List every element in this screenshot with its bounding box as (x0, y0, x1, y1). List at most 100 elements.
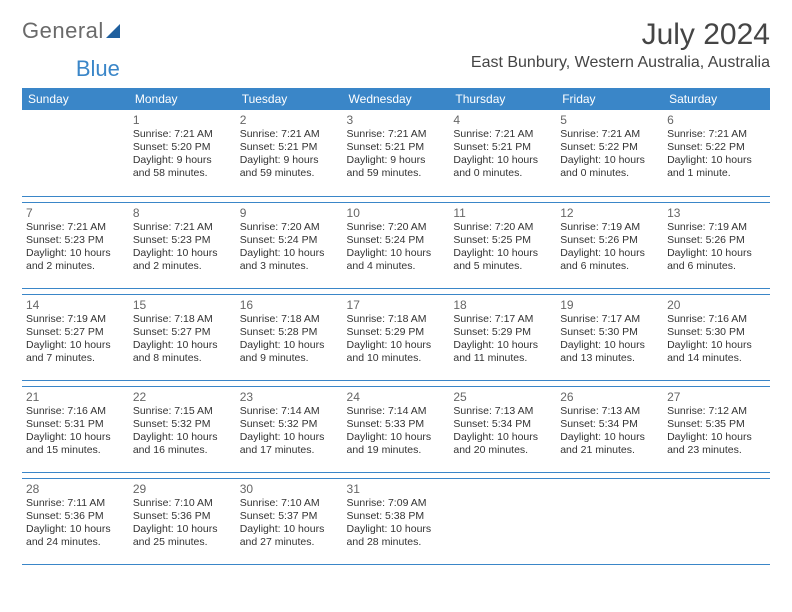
day-number: 14 (26, 298, 125, 312)
cell-sunrise: Sunrise: 7:12 AM (667, 405, 766, 418)
cell-day1: Daylight: 10 hours (453, 339, 552, 352)
calendar-cell: 2Sunrise: 7:21 AMSunset: 5:21 PMDaylight… (236, 110, 343, 196)
cell-day2: and 7 minutes. (26, 352, 125, 365)
cell-sunrise: Sunrise: 7:19 AM (560, 221, 659, 234)
cell-day2: and 19 minutes. (347, 444, 446, 457)
cell-sunset: Sunset: 5:21 PM (347, 141, 446, 154)
location: East Bunbury, Western Australia, Austral… (471, 54, 770, 72)
cell-sunset: Sunset: 5:20 PM (133, 141, 232, 154)
cell-sunrise: Sunrise: 7:21 AM (347, 128, 446, 141)
cell-sunset: Sunset: 5:30 PM (667, 326, 766, 339)
calendar-header-row: SundayMondayTuesdayWednesdayThursdayFrid… (22, 88, 770, 110)
cell-day1: Daylight: 10 hours (26, 431, 125, 444)
cell-day2: and 17 minutes. (240, 444, 339, 457)
logo-text-1: General (22, 18, 104, 44)
day-number: 28 (26, 482, 125, 496)
cell-sunrise: Sunrise: 7:13 AM (453, 405, 552, 418)
cell-day2: and 25 minutes. (133, 536, 232, 549)
cell-sunrise: Sunrise: 7:19 AM (26, 313, 125, 326)
cell-day1: Daylight: 10 hours (133, 339, 232, 352)
cell-day2: and 15 minutes. (26, 444, 125, 457)
day-number: 21 (26, 390, 125, 404)
calendar-cell: 21Sunrise: 7:16 AMSunset: 5:31 PMDayligh… (22, 386, 129, 472)
cell-sunrise: Sunrise: 7:17 AM (453, 313, 552, 326)
day-header: Saturday (663, 88, 770, 110)
day-number: 29 (133, 482, 232, 496)
cell-day2: and 20 minutes. (453, 444, 552, 457)
cell-day2: and 13 minutes. (560, 352, 659, 365)
cell-day2: and 2 minutes. (133, 260, 232, 273)
cell-sunset: Sunset: 5:29 PM (453, 326, 552, 339)
calendar-cell: 11Sunrise: 7:20 AMSunset: 5:25 PMDayligh… (449, 202, 556, 288)
cell-day1: Daylight: 9 hours (240, 154, 339, 167)
day-header: Tuesday (236, 88, 343, 110)
cell-day2: and 5 minutes. (453, 260, 552, 273)
calendar-cell: 19Sunrise: 7:17 AMSunset: 5:30 PMDayligh… (556, 294, 663, 380)
cell-day1: Daylight: 10 hours (133, 247, 232, 260)
day-number: 4 (453, 113, 552, 127)
calendar-cell: 3Sunrise: 7:21 AMSunset: 5:21 PMDaylight… (343, 110, 450, 196)
cell-sunset: Sunset: 5:29 PM (347, 326, 446, 339)
calendar-table: SundayMondayTuesdayWednesdayThursdayFrid… (22, 88, 770, 565)
calendar-cell: 8Sunrise: 7:21 AMSunset: 5:23 PMDaylight… (129, 202, 236, 288)
cell-sunrise: Sunrise: 7:21 AM (240, 128, 339, 141)
day-number: 20 (667, 298, 766, 312)
calendar-week: 1Sunrise: 7:21 AMSunset: 5:20 PMDaylight… (22, 110, 770, 196)
day-number: 16 (240, 298, 339, 312)
cell-day1: Daylight: 10 hours (667, 154, 766, 167)
day-number: 31 (347, 482, 446, 496)
cell-day2: and 2 minutes. (26, 260, 125, 273)
cell-day1: Daylight: 10 hours (667, 431, 766, 444)
calendar-cell (22, 110, 129, 196)
cell-sunrise: Sunrise: 7:21 AM (667, 128, 766, 141)
cell-sunrise: Sunrise: 7:10 AM (133, 497, 232, 510)
day-number: 25 (453, 390, 552, 404)
cell-sunset: Sunset: 5:25 PM (453, 234, 552, 247)
cell-day2: and 6 minutes. (667, 260, 766, 273)
calendar-cell: 9Sunrise: 7:20 AMSunset: 5:24 PMDaylight… (236, 202, 343, 288)
cell-sunrise: Sunrise: 7:21 AM (133, 221, 232, 234)
cell-sunrise: Sunrise: 7:09 AM (347, 497, 446, 510)
cell-sunrise: Sunrise: 7:18 AM (133, 313, 232, 326)
cell-day2: and 59 minutes. (240, 167, 339, 180)
cell-day2: and 24 minutes. (26, 536, 125, 549)
cell-day1: Daylight: 10 hours (560, 339, 659, 352)
day-number: 19 (560, 298, 659, 312)
calendar-cell: 1Sunrise: 7:21 AMSunset: 5:20 PMDaylight… (129, 110, 236, 196)
cell-day1: Daylight: 10 hours (347, 247, 446, 260)
logo: General (22, 18, 120, 44)
day-number: 11 (453, 206, 552, 220)
day-number: 12 (560, 206, 659, 220)
calendar-week: 21Sunrise: 7:16 AMSunset: 5:31 PMDayligh… (22, 386, 770, 472)
cell-sunrise: Sunrise: 7:17 AM (560, 313, 659, 326)
cell-sunset: Sunset: 5:32 PM (133, 418, 232, 431)
calendar-cell: 24Sunrise: 7:14 AMSunset: 5:33 PMDayligh… (343, 386, 450, 472)
cell-day1: Daylight: 10 hours (347, 431, 446, 444)
cell-sunrise: Sunrise: 7:21 AM (560, 128, 659, 141)
day-number: 5 (560, 113, 659, 127)
cell-sunset: Sunset: 5:30 PM (560, 326, 659, 339)
day-header: Sunday (22, 88, 129, 110)
cell-sunrise: Sunrise: 7:14 AM (240, 405, 339, 418)
cell-day2: and 23 minutes. (667, 444, 766, 457)
cell-sunrise: Sunrise: 7:20 AM (240, 221, 339, 234)
calendar-body: 1Sunrise: 7:21 AMSunset: 5:20 PMDaylight… (22, 110, 770, 564)
cell-sunset: Sunset: 5:21 PM (240, 141, 339, 154)
cell-sunset: Sunset: 5:26 PM (667, 234, 766, 247)
day-header: Wednesday (343, 88, 450, 110)
cell-sunset: Sunset: 5:27 PM (133, 326, 232, 339)
calendar-cell: 30Sunrise: 7:10 AMSunset: 5:37 PMDayligh… (236, 478, 343, 564)
cell-day2: and 14 minutes. (667, 352, 766, 365)
month-title: July 2024 (471, 18, 770, 52)
calendar-cell: 29Sunrise: 7:10 AMSunset: 5:36 PMDayligh… (129, 478, 236, 564)
cell-sunset: Sunset: 5:33 PM (347, 418, 446, 431)
cell-day2: and 27 minutes. (240, 536, 339, 549)
cell-day1: Daylight: 10 hours (667, 339, 766, 352)
cell-sunrise: Sunrise: 7:11 AM (26, 497, 125, 510)
cell-day2: and 59 minutes. (347, 167, 446, 180)
cell-sunset: Sunset: 5:28 PM (240, 326, 339, 339)
cell-day2: and 4 minutes. (347, 260, 446, 273)
cell-day1: Daylight: 10 hours (453, 154, 552, 167)
cell-day2: and 9 minutes. (240, 352, 339, 365)
cell-sunrise: Sunrise: 7:18 AM (240, 313, 339, 326)
